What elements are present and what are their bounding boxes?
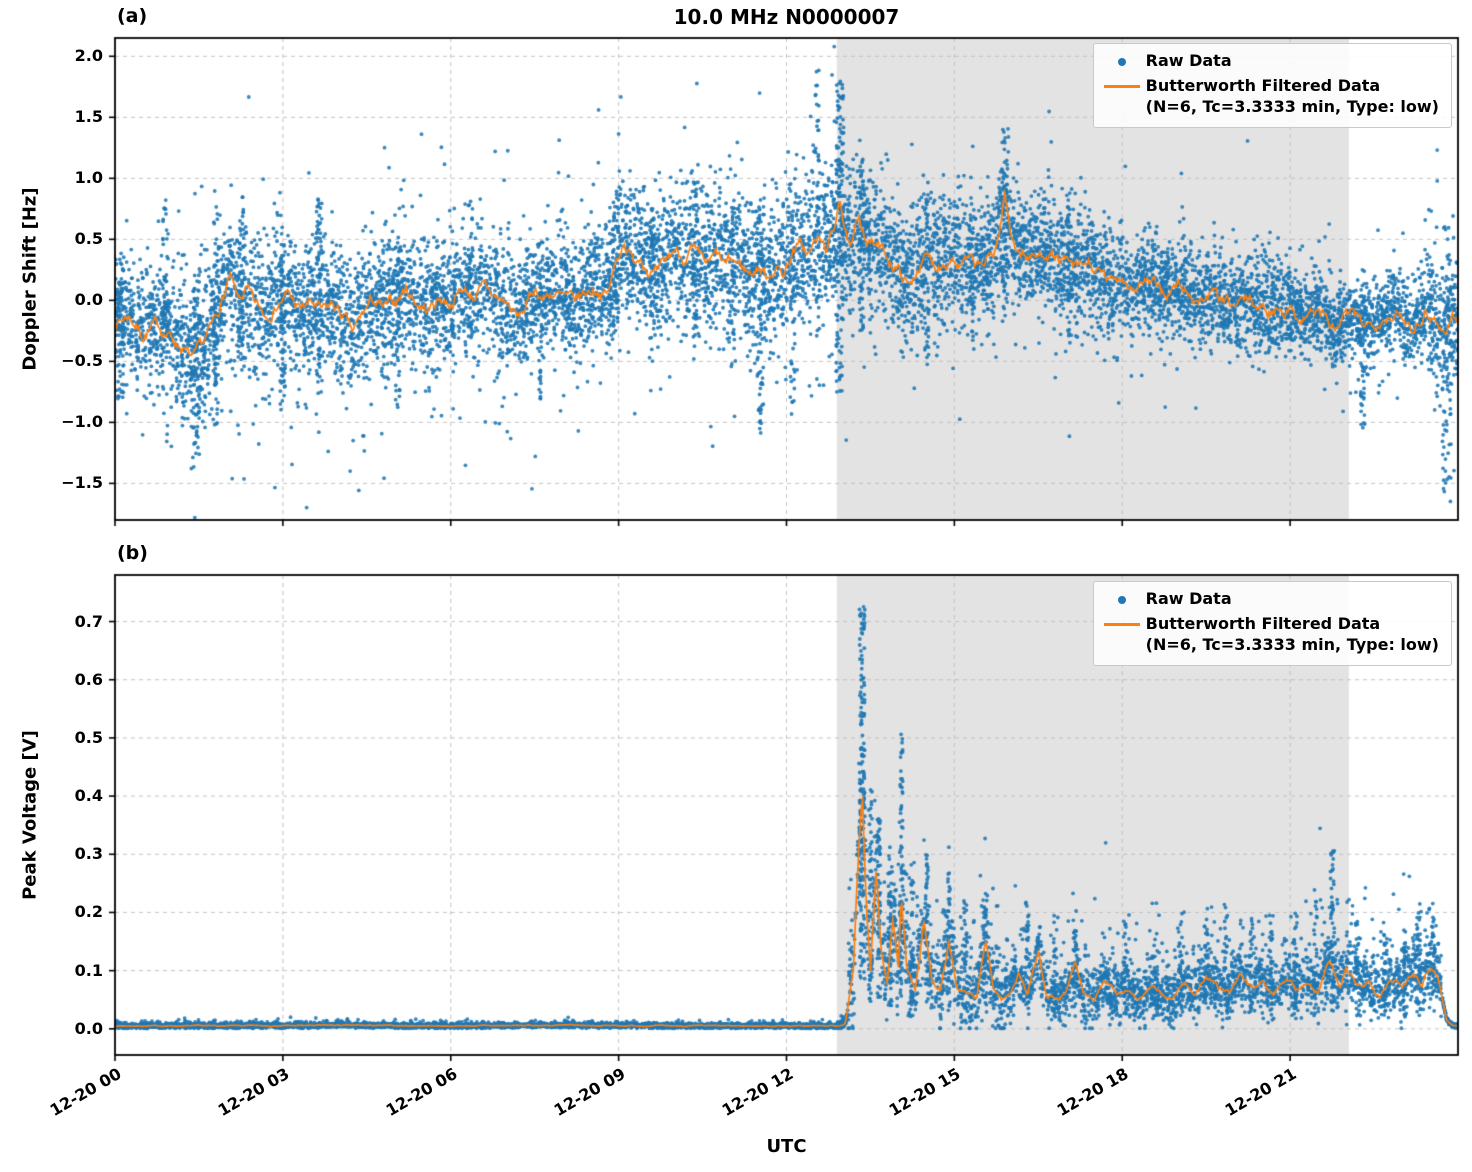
legend-row-raw: Raw Data xyxy=(1098,51,1439,72)
legend-filtered-sublabel: (N=6, Tc=3.3333 min, Type: low) xyxy=(1145,634,1439,654)
legend-raw-label: Raw Data xyxy=(1145,589,1232,608)
legend-filtered-sublabel: (N=6, Tc=3.3333 min, Type: low) xyxy=(1145,96,1439,116)
legend-row-raw: Raw Data xyxy=(1098,589,1439,610)
chart-title: 10.0 MHz N0000007 xyxy=(673,5,900,29)
filtered-data-marker-icon xyxy=(1103,623,1140,626)
legend-filtered-text: Butterworth Filtered Data (N=6, Tc=3.333… xyxy=(1146,614,1439,656)
legend-filtered-text: Butterworth Filtered Data (N=6, Tc=3.333… xyxy=(1146,76,1439,118)
legend-a: Raw Data Butterworth Filtered Data (N=6,… xyxy=(1092,43,1452,128)
y-axis-label-a: Doppler Shift [Hz] xyxy=(19,187,41,371)
legend-raw-label: Raw Data xyxy=(1145,51,1232,70)
y-axis-label-b: Peak Voltage [V] xyxy=(19,730,41,900)
legend-row-filtered: Butterworth Filtered Data (N=6, Tc=3.333… xyxy=(1098,76,1439,118)
filtered-data-marker-icon xyxy=(1103,85,1140,88)
x-axis-label: UTC xyxy=(766,1136,807,1157)
legend-filtered-label: Butterworth Filtered Data xyxy=(1145,76,1381,95)
raw-data-marker-icon xyxy=(1117,595,1126,604)
panel-b-label: (b) xyxy=(117,542,148,564)
legend-row-filtered: Butterworth Filtered Data (N=6, Tc=3.333… xyxy=(1098,614,1439,656)
panel-a-label: (a) xyxy=(117,5,148,27)
raw-data-marker-icon xyxy=(1117,57,1126,66)
legend-b: Raw Data Butterworth Filtered Data (N=6,… xyxy=(1092,581,1452,666)
legend-filtered-label: Butterworth Filtered Data xyxy=(1145,614,1381,633)
